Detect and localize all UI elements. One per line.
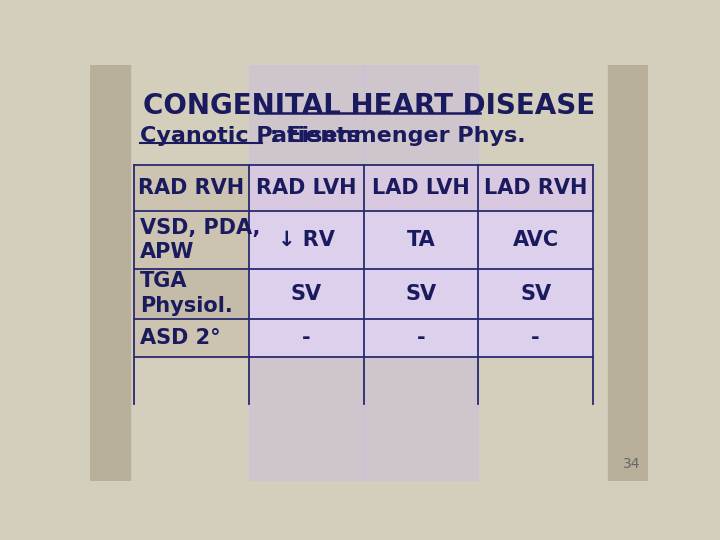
- Text: TGA
Physiol.: TGA Physiol.: [140, 272, 233, 316]
- Text: VSD, PDA,
APW: VSD, PDA, APW: [140, 218, 261, 262]
- Text: AVC: AVC: [513, 230, 559, 250]
- Bar: [364, 319, 478, 357]
- Text: -: -: [302, 328, 310, 348]
- Bar: [90, 65, 130, 481]
- Text: : Eisenmenger Phys.: : Eisenmenger Phys.: [261, 126, 525, 146]
- Bar: [134, 319, 249, 357]
- Text: -: -: [417, 328, 426, 348]
- Bar: [249, 211, 364, 269]
- Text: CONGENITAL HEART DISEASE: CONGENITAL HEART DISEASE: [143, 92, 595, 120]
- Bar: [364, 269, 478, 319]
- Bar: [134, 165, 249, 211]
- Text: ↓ RV: ↓ RV: [278, 230, 335, 250]
- Bar: [249, 269, 364, 319]
- Bar: [478, 319, 593, 357]
- Text: RAD LVH: RAD LVH: [256, 178, 356, 198]
- Text: SV: SV: [405, 284, 436, 304]
- Bar: [364, 211, 478, 269]
- Text: ASD 2°: ASD 2°: [140, 328, 221, 348]
- Bar: [134, 211, 249, 269]
- Text: SV: SV: [520, 284, 552, 304]
- Text: LAD LVH: LAD LVH: [372, 178, 470, 198]
- Bar: [134, 269, 249, 319]
- Bar: [364, 165, 478, 211]
- Bar: [249, 319, 364, 357]
- Bar: [249, 165, 364, 211]
- Text: RAD RVH: RAD RVH: [138, 178, 245, 198]
- Text: TA: TA: [407, 230, 436, 250]
- Bar: [478, 211, 593, 269]
- Bar: [478, 269, 593, 319]
- Text: 34: 34: [623, 457, 640, 471]
- Bar: [364, 65, 478, 481]
- Text: -: -: [531, 328, 540, 348]
- Text: SV: SV: [291, 284, 322, 304]
- Text: Cyanotic Patients: Cyanotic Patients: [140, 126, 361, 146]
- Bar: [478, 165, 593, 211]
- Bar: [608, 65, 648, 481]
- Bar: [249, 65, 364, 481]
- Text: LAD RVH: LAD RVH: [484, 178, 588, 198]
